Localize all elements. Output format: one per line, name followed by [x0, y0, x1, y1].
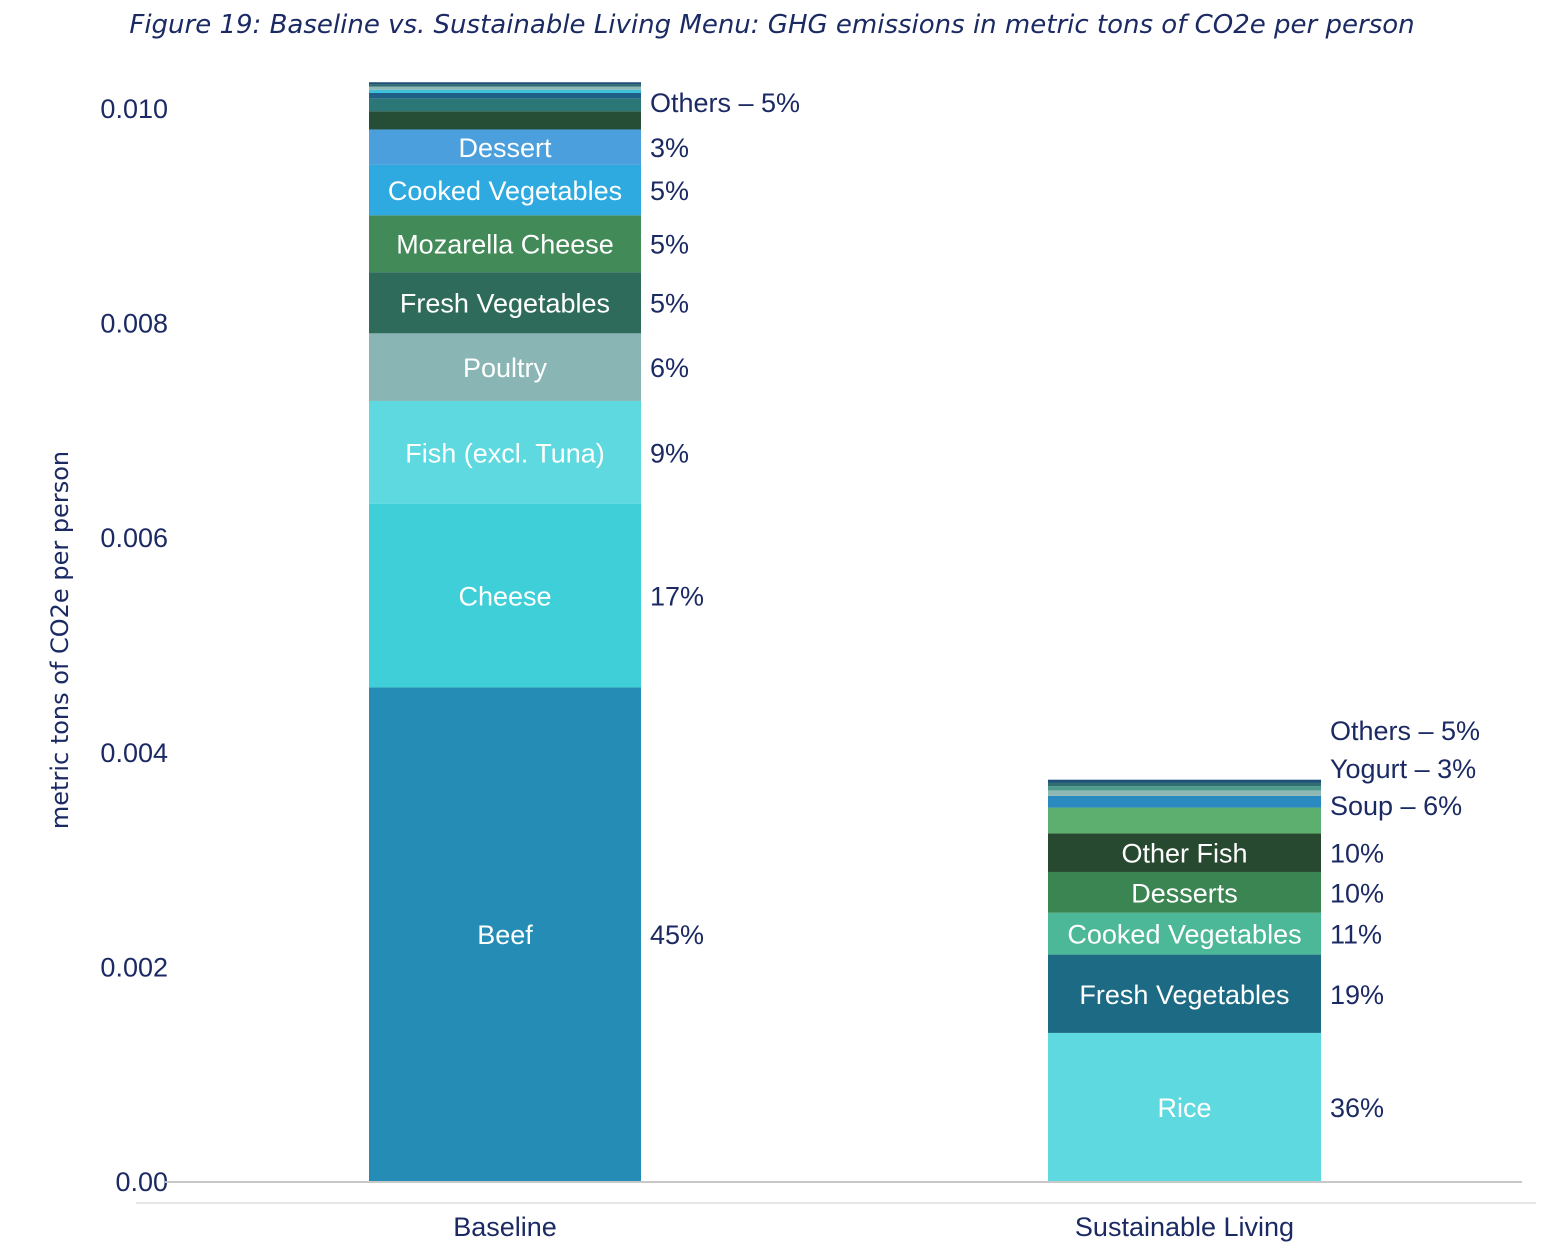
y-tick-label: 0.006: [100, 523, 168, 553]
segment-label: Desserts: [1131, 878, 1238, 908]
y-tick-label: 0.008: [100, 309, 168, 339]
percent-label: 5%: [650, 176, 689, 206]
percent-label: 17%: [650, 582, 704, 612]
percent-label: 10%: [1330, 878, 1384, 908]
bar-segment: [369, 687, 641, 1181]
y-tick-label: 0.010: [100, 94, 168, 124]
bars: [369, 82, 1321, 1181]
percent-label: 10%: [1330, 839, 1384, 869]
segment-label: Fresh Vegetables: [400, 289, 610, 319]
bar-segment: [1048, 807, 1321, 834]
percent-label: Yogurt – 3%: [1330, 754, 1476, 784]
percent-label: 36%: [1330, 1093, 1384, 1123]
bar-segment: [1048, 954, 1321, 1033]
bar-segment: [369, 98, 641, 112]
bar-segment: [369, 92, 641, 99]
percent-label: Others – 5%: [1330, 716, 1480, 746]
bar-segment: [369, 164, 641, 216]
bar-segment: [1048, 790, 1321, 796]
y-axis-title: metric tons of CO2e per person: [46, 451, 74, 829]
bar-segment: [1048, 871, 1321, 913]
percent-label: 6%: [650, 353, 689, 383]
percent-label: 9%: [650, 438, 689, 468]
x-category-label: Baseline: [453, 1212, 557, 1242]
bar-segment: [369, 272, 641, 334]
bar-segment: [369, 111, 641, 130]
bar-segment: [1048, 1032, 1321, 1181]
bar-segment: [1048, 779, 1321, 783]
x-category-label: Sustainable Living: [1075, 1212, 1294, 1242]
bar-segment: [369, 503, 641, 688]
percent-label: Soup – 6%: [1330, 791, 1462, 821]
percent-label: 11%: [1330, 920, 1382, 950]
segment-label: Cooked Vegetables: [388, 176, 622, 206]
bar-segment: [369, 400, 641, 504]
y-tick-label: 0.004: [100, 738, 168, 768]
bar-segment: [1048, 782, 1321, 787]
x-axis: Baseline Sustainable Living: [136, 1181, 1536, 1242]
segment-label: Fish (excl. Tuna): [405, 438, 605, 468]
y-tick-label: 0.002: [100, 952, 168, 982]
segment-label: Poultry: [463, 353, 548, 383]
percent-label: 3%: [650, 133, 689, 163]
percent-label: Others – 5%: [650, 88, 800, 118]
bar-segment: [369, 333, 641, 401]
segment-label: Beef: [477, 920, 533, 950]
percent-label: 45%: [650, 920, 704, 950]
figure-title: Figure 19: Baseline vs. Sustainable Livi…: [129, 10, 1415, 40]
percent-label: 5%: [650, 230, 689, 260]
percent-label: 19%: [1330, 980, 1384, 1010]
bar-segment: [369, 82, 641, 85]
bar-segment: [369, 89, 641, 93]
bar-segment: [1048, 833, 1321, 872]
segment-label: Mozarella Cheese: [396, 230, 614, 260]
bar-segment: [1048, 795, 1321, 808]
bar-segment: [369, 215, 641, 273]
bar-segment: [1048, 786, 1321, 791]
bar-segment: [1048, 912, 1321, 955]
bar-labels: Beef Cheese Fish (excl. Tuna) Poultry Fresh …: [388, 88, 1480, 1123]
segment-label: Other Fish: [1121, 839, 1247, 869]
segment-label: Fresh Vegetables: [1079, 980, 1289, 1010]
segment-label: Cheese: [458, 582, 551, 612]
bar-segment: [369, 86, 641, 90]
bar-segment: [369, 129, 641, 165]
percent-label: 5%: [650, 289, 689, 319]
y-tick-label: 0.00: [115, 1167, 168, 1197]
segment-label: Rice: [1157, 1093, 1211, 1123]
segment-label: Dessert: [458, 133, 552, 163]
y-axis: 0.00 0.002 0.004 0.006 0.008 0.010 metric tons…: [46, 94, 168, 1197]
bar-segment: [369, 84, 641, 87]
segment-label: Cooked Vegetables: [1067, 920, 1301, 950]
